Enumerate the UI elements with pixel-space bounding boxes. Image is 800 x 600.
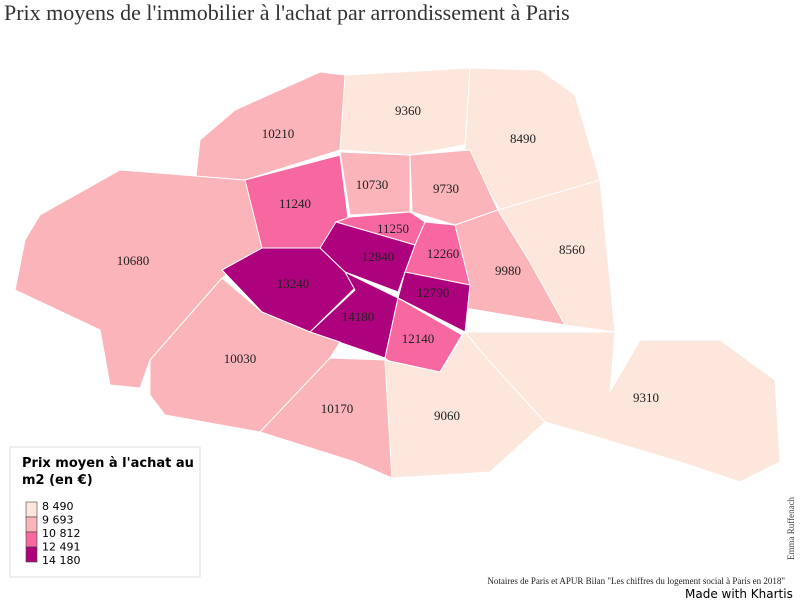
region-label: 9360 [395, 103, 421, 118]
legend-box [9, 446, 201, 578]
region-label: 14180 [342, 309, 375, 324]
author: Emma Ruffenach [786, 496, 796, 560]
region-label: 11250 [377, 221, 409, 236]
region-label: 10030 [224, 351, 257, 366]
region-label: 13240 [277, 276, 310, 291]
region-label: 11240 [279, 196, 311, 211]
region-label: 12260 [427, 246, 460, 261]
region-label: 9060 [434, 408, 460, 423]
legend-label: 9 693 [42, 514, 74, 527]
source: Notaires de Paris et APUR Bilan "Les chi… [487, 576, 785, 586]
legend-swatch [25, 546, 38, 563]
region-label: 9730 [433, 181, 459, 196]
arrondissement [14, 169, 263, 389]
legend-swatch [25, 501, 38, 518]
arrondissement [309, 270, 399, 359]
region-label: 12140 [402, 331, 435, 346]
arrondissement [259, 357, 393, 479]
legend-label: 10 812 [42, 527, 81, 540]
region-labels: 9360 8490 10210 10730 9730 11240 10680 11250 122… [117, 103, 659, 423]
legend-label: 12 491 [42, 541, 81, 554]
region-label: 8490 [510, 131, 536, 146]
legend-title: Prix moyen à l'achat au m2 (en €) [22, 456, 194, 488]
regions [14, 67, 781, 483]
region-label: 10170 [321, 401, 354, 416]
region-label: 12840 [362, 249, 395, 264]
region-label: 12790 [417, 285, 450, 300]
region-label: 10210 [262, 126, 295, 141]
region-label: 9980 [495, 263, 521, 278]
legend-label: 14 180 [42, 554, 81, 567]
legend-label: 8 490 [42, 500, 74, 513]
legend-title-box: Prix moyen à l'achat au m2 (en €) [22, 456, 194, 488]
region-label: 9310 [633, 390, 659, 405]
region-label: 10730 [356, 177, 389, 192]
arrondissement [497, 179, 616, 333]
arrondissement [149, 277, 341, 433]
made-with: Made with Khartis [685, 587, 793, 600]
region-label: 10680 [117, 253, 150, 268]
map-title: Prix moyens de l'immobilier à l'achat pa… [4, 0, 570, 25]
legend-swatch [25, 531, 38, 548]
arrondissement [463, 331, 781, 483]
legend-swatch [25, 516, 38, 533]
region-label: 8560 [559, 242, 585, 257]
